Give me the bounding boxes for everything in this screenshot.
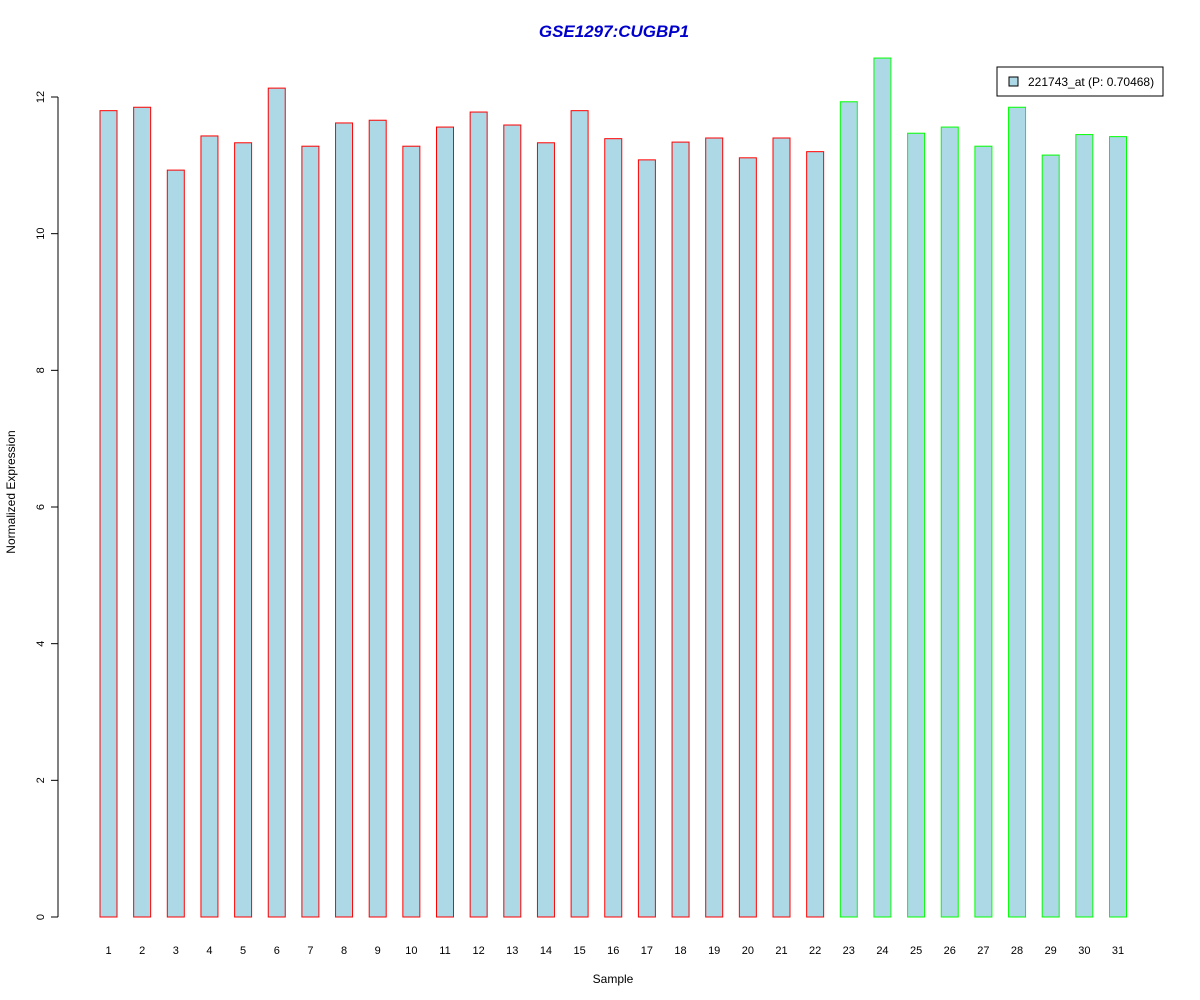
bar-sample-24 — [873, 57, 892, 918]
x-tick-label: 29 — [1045, 945, 1057, 957]
bar-sample-23 — [839, 101, 858, 918]
x-tick-label: 30 — [1078, 945, 1090, 957]
bar-sample-22 — [806, 151, 825, 918]
x-tick-label: 12 — [473, 945, 485, 957]
bar-sample-7 — [301, 145, 320, 918]
bar-sample-25 — [907, 132, 926, 918]
x-tick-label: 15 — [573, 945, 585, 957]
x-tick-label: 16 — [607, 945, 619, 957]
bar-sample-31 — [1109, 136, 1127, 918]
bar-sample-1 — [99, 110, 118, 918]
x-tick-label: 21 — [775, 945, 787, 957]
x-tick-label: 14 — [540, 945, 552, 957]
y-tick-label: 0 — [35, 914, 47, 920]
bar-sample-28 — [1008, 106, 1027, 918]
y-axis-title: Normalized Expression — [4, 430, 18, 553]
y-axis: 0 2 4 6 8 10 12 — [35, 91, 59, 920]
x-tick-label: 28 — [1011, 945, 1023, 957]
bar-sample-26 — [940, 126, 959, 918]
x-tick-label: 13 — [506, 945, 518, 957]
bar-sample-13 — [503, 124, 522, 918]
x-tick-label: 24 — [876, 945, 888, 957]
bar-sample-19 — [705, 137, 724, 918]
y-tick-label: 4 — [35, 641, 47, 647]
chart-title: GSE1297:CUGBP1 — [539, 22, 689, 41]
bar-sample-6 — [267, 87, 286, 918]
y-tick-label: 6 — [35, 504, 47, 510]
x-tick-label: 9 — [375, 945, 381, 957]
bar-sample-9 — [368, 119, 387, 918]
x-axis-title: Sample — [593, 972, 634, 986]
x-tick-label: 31 — [1112, 945, 1124, 957]
bar-sample-17 — [637, 159, 656, 918]
x-tick-label: 7 — [307, 945, 313, 957]
bar-sample-20 — [738, 157, 757, 918]
bar-sample-2 — [133, 106, 152, 918]
bar-sample-11 — [436, 126, 454, 918]
bar-sample-10 — [402, 145, 421, 918]
bar-sample-8 — [335, 122, 354, 918]
y-tick-label: 10 — [35, 228, 47, 240]
x-tick-label: 25 — [910, 945, 922, 957]
x-tick-label: 17 — [641, 945, 653, 957]
y-tick-label: 8 — [35, 367, 47, 373]
legend-box — [996, 66, 1164, 97]
x-tick-label: 1 — [105, 945, 111, 957]
legend-swatch — [1008, 76, 1019, 87]
x-tick-label: 27 — [977, 945, 989, 957]
bar-sample-14 — [536, 142, 555, 918]
x-tick-label: 26 — [944, 945, 956, 957]
bar-sample-18 — [671, 141, 690, 918]
x-axis-labels: 1 2 3 4 5 6 7 8 9 10 11 12 13 14 15 16 17 18 19 20 21 22 23 24 2… — [105, 945, 1124, 957]
bar-sample-12 — [469, 111, 488, 918]
bar-sample-21 — [772, 137, 791, 918]
bars-group — [99, 57, 1127, 918]
x-tick-label: 6 — [274, 945, 280, 957]
x-tick-label: 10 — [405, 945, 417, 957]
legend-label: 221743_at (P: 0.70468) — [1028, 75, 1154, 89]
x-tick-label: 22 — [809, 945, 821, 957]
bar-sample-29 — [1041, 154, 1060, 918]
bar-sample-16 — [604, 138, 623, 918]
bar-sample-4 — [200, 135, 219, 918]
x-tick-label: 18 — [674, 945, 686, 957]
bar-sample-30 — [1075, 134, 1094, 918]
x-tick-label: 23 — [843, 945, 855, 957]
bar-sample-15 — [570, 110, 589, 918]
x-tick-label: 19 — [708, 945, 720, 957]
bar-sample-27 — [974, 145, 993, 918]
bar-sample-5 — [234, 142, 253, 918]
x-tick-label: 8 — [341, 945, 347, 957]
x-tick-label: 4 — [206, 945, 212, 957]
x-tick-label: 5 — [240, 945, 246, 957]
x-tick-label: 2 — [139, 945, 145, 957]
x-tick-label: 11 — [439, 945, 450, 957]
legend: 221743_at (P: 0.70468) — [996, 66, 1164, 97]
y-tick-label: 12 — [35, 91, 47, 103]
bar-sample-3 — [166, 169, 185, 918]
x-tick-label: 20 — [742, 945, 754, 957]
x-tick-label: 3 — [173, 945, 179, 957]
y-tick-label: 2 — [35, 777, 47, 783]
